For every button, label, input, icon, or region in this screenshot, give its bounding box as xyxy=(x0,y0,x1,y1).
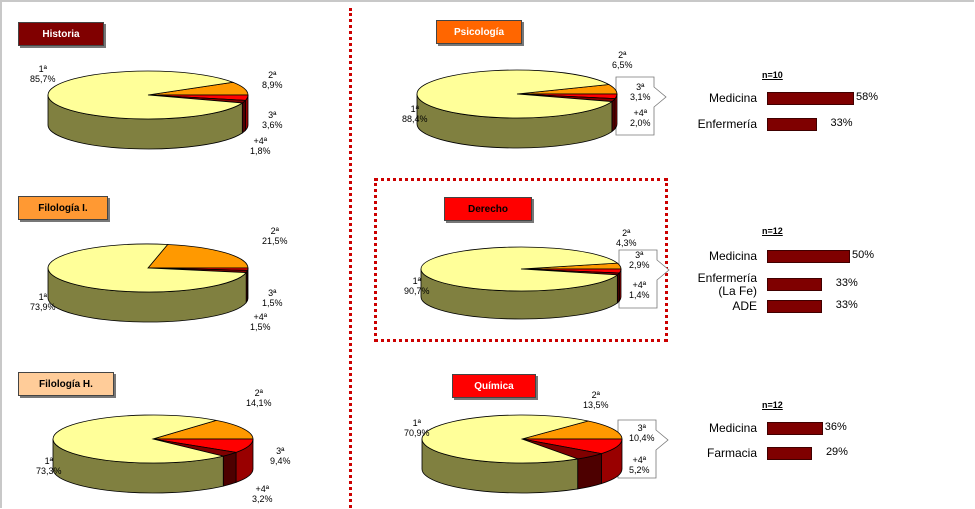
pie-label-third: 3ª 2,9% xyxy=(629,250,650,270)
bar-category-label: Medicina xyxy=(708,249,757,263)
pie-label-first: 1ª 73,3% xyxy=(36,456,62,476)
pie-label-second: 2ª 4,3% xyxy=(616,228,637,248)
pie-label-second: 2ª 8,9% xyxy=(262,70,283,90)
pie-title: Química xyxy=(452,374,536,398)
pie-side-fourth xyxy=(611,97,616,133)
bar-category-label: Medicina xyxy=(708,91,757,105)
pie-label-third: 3ª 9,4% xyxy=(270,446,291,466)
bar-category-label: ADE xyxy=(732,299,757,313)
pie-label-second: 2ª 14,1% xyxy=(246,388,272,408)
bar-value-label: 58% xyxy=(856,91,879,103)
bar-value-label: 33% xyxy=(830,117,853,129)
pie-label-first: 1ª 88,4% xyxy=(402,104,428,124)
pie-label-fourth: +4ª 1,8% xyxy=(250,136,271,156)
bar-value-label: 29% xyxy=(825,446,848,458)
pie-side-fourth xyxy=(222,451,237,487)
bar xyxy=(767,300,822,313)
pie-slice-first xyxy=(47,243,247,293)
bar-category-label: Enfermería (La Fe) xyxy=(697,271,757,298)
pie-label-second: 2ª 21,5% xyxy=(262,226,288,246)
pie-label-second: 2ª 6,5% xyxy=(612,50,633,70)
pie-label-fourth: +4ª 3,2% xyxy=(252,484,273,504)
pie-5 xyxy=(421,414,623,494)
callout-arrow xyxy=(617,419,669,479)
pie-title: Historia xyxy=(18,22,104,46)
bar-category-label: Medicina xyxy=(708,421,757,435)
pie-title: Filología H. xyxy=(18,372,114,396)
pie-label-fourth: +4ª 5,2% xyxy=(629,455,650,475)
pie-label-third: 3ª 10,4% xyxy=(629,423,655,443)
bar-category-label: Farmacia xyxy=(706,446,757,460)
pie-label-first: 1ª 85,7% xyxy=(30,64,56,84)
bar-category-label: Enfermería xyxy=(697,117,757,131)
pie-side-fourth xyxy=(241,99,246,134)
callout-arrow xyxy=(615,76,667,136)
bar xyxy=(767,118,817,131)
bar xyxy=(767,92,854,105)
pie-slice-first xyxy=(52,414,224,464)
pie-label-second: 2ª 13,5% xyxy=(583,390,609,410)
pie-label-first: 1ª 73,9% xyxy=(30,292,56,312)
pie-label-first: 1ª 90,7% xyxy=(404,276,430,296)
pie-2 xyxy=(52,414,254,494)
bar-value-label: 33% xyxy=(835,277,858,289)
pie-0 xyxy=(47,70,249,150)
bar-value-label: 50% xyxy=(852,249,875,261)
sample-size-label: n=12 xyxy=(762,400,783,410)
pie-title: Derecho xyxy=(444,197,532,221)
pie-label-third: 3ª 3,6% xyxy=(262,110,283,130)
pie-slice-first xyxy=(420,246,619,292)
pie-slice-first xyxy=(421,414,589,464)
pie-slice-first xyxy=(47,70,244,120)
pie-title: Psicología xyxy=(436,20,522,44)
pie-3 xyxy=(416,69,618,149)
pie-slice-second xyxy=(152,420,254,440)
sample-size-label: n=12 xyxy=(762,226,783,236)
bar xyxy=(767,278,822,291)
pie-label-first: 1ª 70,9% xyxy=(404,418,430,438)
pie-label-fourth: +4ª 1,4% xyxy=(629,280,650,300)
pie-label-fourth: +4ª 1,5% xyxy=(250,312,271,332)
bar xyxy=(767,250,850,263)
pie-label-third: 3ª 3,1% xyxy=(630,82,651,102)
pie-label-fourth: +4ª 2,0% xyxy=(630,108,651,128)
pie-side-fourth xyxy=(577,453,602,490)
pie-slice-second xyxy=(521,420,623,440)
sample-size-label: n=10 xyxy=(762,70,783,80)
pie-4 xyxy=(420,246,622,320)
derecho-highlight-box xyxy=(374,178,668,342)
bar-value-label: 33% xyxy=(835,299,858,311)
bar xyxy=(767,422,823,435)
bar xyxy=(767,447,812,460)
bar-value-label: 36% xyxy=(824,421,847,433)
pie-title: Filología I. xyxy=(18,196,108,220)
pie-slice-first xyxy=(416,69,614,119)
callout-arrow xyxy=(618,249,670,309)
pie-label-third: 3ª 1,5% xyxy=(262,288,283,308)
pie-1 xyxy=(47,243,249,323)
pie-slice-second xyxy=(147,244,249,269)
divider-line xyxy=(349,8,352,508)
